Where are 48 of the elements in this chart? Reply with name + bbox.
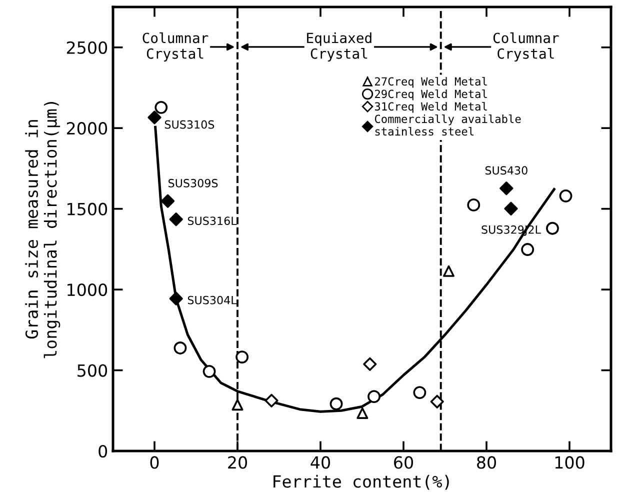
y-tick-label: 2500 (66, 41, 108, 54)
annotation: Columnar Crystal (142, 32, 208, 62)
annotation: SUS430 (485, 166, 528, 175)
annotation: SUS310S (164, 120, 214, 129)
point (500, 182, 514, 196)
point (236, 350, 249, 364)
point (368, 390, 380, 404)
point (202, 364, 216, 378)
y-tick-label: 500 (78, 364, 108, 377)
point (363, 357, 377, 371)
x-tick-label: 100 (555, 456, 584, 469)
annotation: Equiaxed Crystal (307, 32, 372, 62)
point (169, 212, 183, 226)
x-tick-label: 60 (394, 456, 413, 469)
y-tick-label: 1500 (68, 202, 108, 216)
point (430, 394, 444, 408)
point (521, 243, 534, 256)
x-tick-label: 80 (477, 456, 496, 469)
point (174, 342, 187, 354)
annotation: Columnar Crystal (493, 32, 559, 62)
x-tick-label: 40 (310, 456, 330, 469)
x-tick-label: 20 (228, 456, 247, 469)
point (232, 399, 244, 411)
point (169, 292, 183, 306)
y-tick-label: 2000 (66, 122, 108, 135)
legend-label: Commercially available stainless steel (374, 114, 521, 136)
point (160, 194, 175, 208)
point (559, 189, 572, 202)
point (148, 110, 162, 124)
point (413, 386, 426, 400)
legend-label: 29Creq Weld Metal (375, 89, 487, 100)
annotation: SUS309S (168, 178, 218, 188)
point (356, 407, 368, 419)
point (330, 397, 343, 410)
point (504, 202, 518, 216)
point (442, 265, 454, 277)
annotation: SUS304L (188, 296, 237, 304)
x-tick-label: 0 (150, 456, 159, 469)
legend-label: 27Creq Weld Metal (375, 76, 487, 88)
y-tick-label: 0 (98, 444, 108, 458)
point (546, 222, 559, 235)
y-axis-title: Grain size measured in longitudinal direction(μm) (25, 102, 60, 358)
x-axis-title: Ferrite content(%) (274, 474, 449, 490)
legend-label: 31Creq Weld Metal (374, 102, 487, 113)
point (154, 100, 168, 114)
y-tick-label: 1000 (68, 284, 108, 296)
point (467, 198, 480, 212)
point (264, 394, 278, 408)
